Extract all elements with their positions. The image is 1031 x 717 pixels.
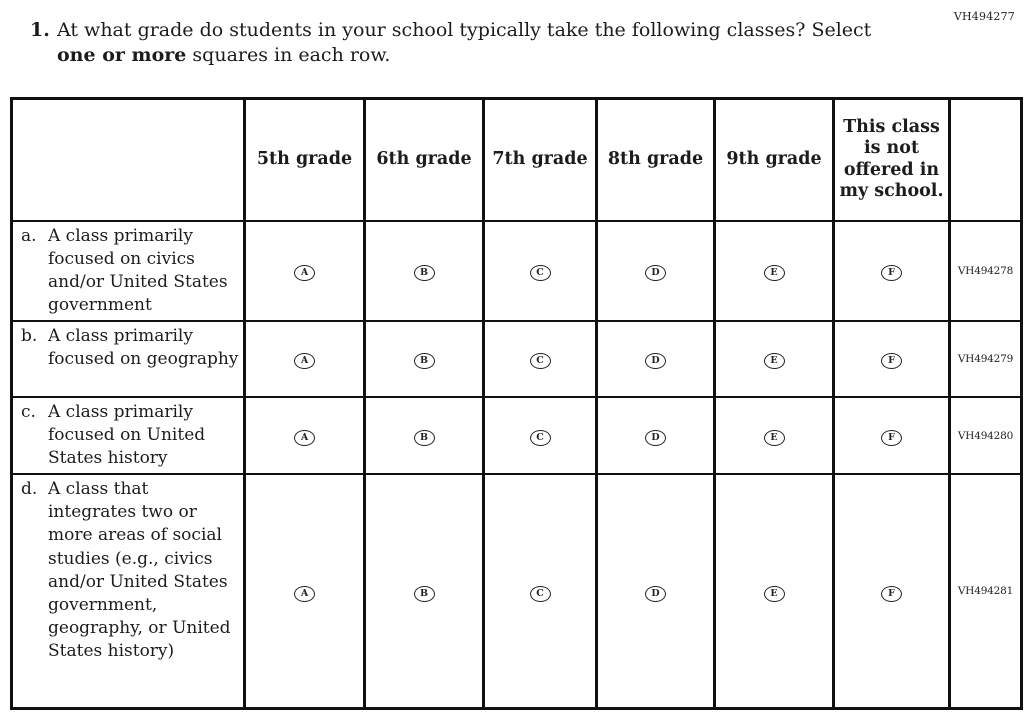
option-cell: B xyxy=(363,473,485,710)
row-label-text: A class that integrates two or more area… xyxy=(48,479,231,662)
option-cell: F xyxy=(832,319,951,398)
answer-bubble-c-F[interactable]: F xyxy=(881,430,902,447)
row-accession-code: VH494278 xyxy=(948,219,1023,322)
option-cell: D xyxy=(595,219,716,322)
answer-bubble-a-D[interactable]: D xyxy=(645,265,666,282)
answer-bubble-b-F[interactable]: F xyxy=(881,353,902,370)
question-text: At what grade do students in your school… xyxy=(57,18,902,69)
option-cell: B xyxy=(363,319,485,398)
answer-bubble-b-B[interactable]: B xyxy=(413,353,435,370)
answer-bubble-d-B[interactable]: B xyxy=(413,585,435,602)
table-row-d: d. A class that integrates two or more a… xyxy=(10,473,1023,710)
answer-bubble-b-C[interactable]: C xyxy=(529,353,551,370)
answer-bubble-b-E[interactable]: E xyxy=(763,353,785,370)
question-number: 1. xyxy=(30,19,50,41)
header-7th-grade: 7th grade xyxy=(482,97,598,222)
row-letter: b. xyxy=(21,325,38,346)
option-cell: F xyxy=(832,219,951,322)
row-letter: a. xyxy=(21,225,37,246)
answer-bubble-d-E[interactable]: E xyxy=(763,585,785,602)
option-cell: A xyxy=(243,473,366,710)
grade-selection-table: 5th grade 6th grade 7th grade 8th grade … xyxy=(10,97,1023,710)
option-cell: B xyxy=(363,219,485,322)
row-label-cell: c. A class primarily focused on United S… xyxy=(10,395,246,476)
answer-bubble-d-C[interactable]: C xyxy=(529,585,551,602)
page-accession-code: VH494277 xyxy=(953,10,1015,23)
row-accession-code: VH494280 xyxy=(948,395,1023,476)
option-cell: D xyxy=(595,319,716,398)
option-cell: C xyxy=(482,319,598,398)
answer-bubble-d-A[interactable]: A xyxy=(294,585,315,602)
option-cell: E xyxy=(713,319,835,398)
row-label-text: A class primarily focused on geography xyxy=(48,325,239,370)
header-code-column xyxy=(948,97,1023,222)
header-6th-grade: 6th grade xyxy=(363,97,485,222)
answer-bubble-a-F[interactable]: F xyxy=(881,265,902,282)
answer-bubble-c-A[interactable]: A xyxy=(294,430,315,447)
answer-bubble-c-E[interactable]: E xyxy=(763,430,785,447)
option-cell: F xyxy=(832,395,951,476)
answer-bubble-b-A[interactable]: A xyxy=(294,353,315,370)
table-row-c: c. A class primarily focused on United S… xyxy=(10,395,1023,476)
header-row: 5th grade 6th grade 7th grade 8th grade … xyxy=(10,97,1023,222)
option-cell: A xyxy=(243,319,366,398)
row-label-text: A class primarily focused on United Stat… xyxy=(48,401,206,469)
row-letter: c. xyxy=(21,401,36,422)
header-5th-grade: 5th grade xyxy=(243,97,366,222)
answer-bubble-c-D[interactable]: D xyxy=(645,430,666,447)
row-accession-code: VH494281 xyxy=(948,473,1023,710)
option-cell: C xyxy=(482,473,598,710)
question-text-before: At what grade do students in your school… xyxy=(57,19,872,41)
answer-bubble-a-E[interactable]: E xyxy=(763,265,785,282)
option-cell: E xyxy=(713,219,835,322)
option-cell: A xyxy=(243,395,366,476)
option-cell: E xyxy=(713,395,835,476)
option-cell: E xyxy=(713,473,835,710)
answer-bubble-a-B[interactable]: B xyxy=(413,265,435,282)
row-label-text: A class primarily focused on civics and/… xyxy=(48,225,228,315)
answer-bubble-c-B[interactable]: B xyxy=(413,430,435,447)
header-9th-grade: 9th grade xyxy=(713,97,835,222)
answer-bubble-d-F[interactable]: F xyxy=(881,585,902,602)
option-cell: C xyxy=(482,219,598,322)
row-letter: d. xyxy=(21,479,38,500)
option-cell: B xyxy=(363,395,485,476)
question-text-bold: one or more xyxy=(57,44,187,67)
row-label-cell: a. A class primarily focused on civics a… xyxy=(10,219,246,322)
header-8th-grade: 8th grade xyxy=(595,97,716,222)
table-row-b: b. A class primarily focused on geograph… xyxy=(10,319,1023,398)
option-cell: C xyxy=(482,395,598,476)
answer-bubble-d-D[interactable]: D xyxy=(645,585,666,602)
question-1: 1. At what grade do students in your sch… xyxy=(30,18,902,69)
answer-bubble-a-C[interactable]: C xyxy=(529,265,551,282)
answer-bubble-a-A[interactable]: A xyxy=(294,265,315,282)
answer-bubble-b-D[interactable]: D xyxy=(645,353,666,370)
option-cell: D xyxy=(595,395,716,476)
header-not-offered: This class is not offered in my school. xyxy=(832,97,951,222)
header-blank xyxy=(10,97,246,222)
option-cell: D xyxy=(595,473,716,710)
table-row-a: a. A class primarily focused on civics a… xyxy=(10,219,1023,322)
row-accession-code: VH494279 xyxy=(948,319,1023,398)
answer-bubble-c-C[interactable]: C xyxy=(529,430,551,447)
row-label-cell: b. A class primarily focused on geograph… xyxy=(10,319,246,398)
option-cell: F xyxy=(832,473,951,710)
question-text-after: squares in each row. xyxy=(186,44,391,67)
row-label-cell: d. A class that integrates two or more a… xyxy=(10,473,246,710)
option-cell: A xyxy=(243,219,366,322)
